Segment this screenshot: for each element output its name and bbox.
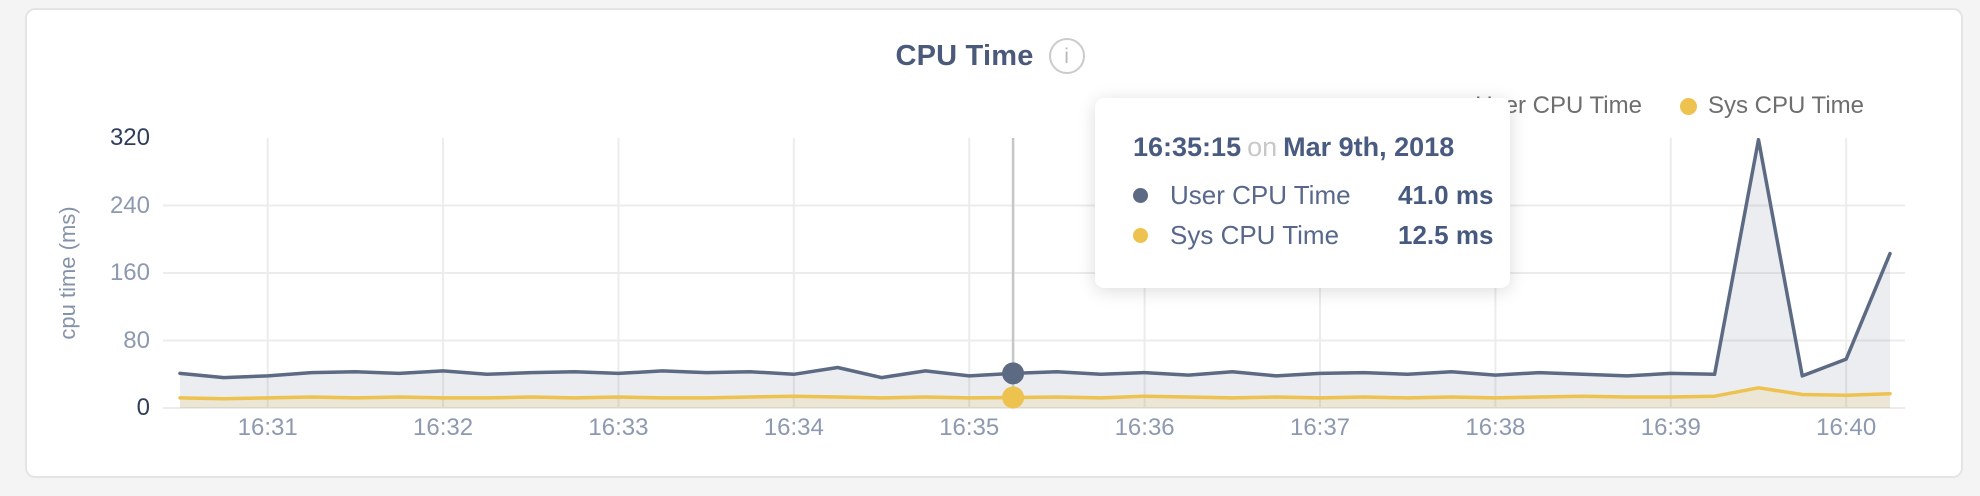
chart-title: CPU Time <box>895 39 1034 72</box>
area-user-cpu <box>180 139 1890 408</box>
tooltip-header: 16:35:15 on Mar 9th, 2018 <box>1133 132 1510 163</box>
line-sys-cpu <box>178 386 1892 401</box>
hover-marker-user <box>1002 362 1025 385</box>
tooltip-on-word: on <box>1247 132 1278 162</box>
tooltip-row-sys: Sys CPU Time 12.5 ms <box>1133 215 1510 255</box>
legend-label-sys: Sys CPU Time <box>1707 92 1864 119</box>
info-icon[interactable]: i <box>1048 38 1085 74</box>
legend-item-sys-cpu-time[interactable]: Sys CPU Time <box>1679 92 1864 120</box>
line-user-cpu <box>178 137 1892 380</box>
chart-tooltip: 16:35:15 on Mar 9th, 2018 User CPU Time 41… <box>1095 98 1510 288</box>
legend-dot-sys <box>1679 97 1697 115</box>
tooltip-date: Mar 9th, 2018 <box>1283 132 1455 162</box>
chart-header: CPU Time i <box>0 38 1980 74</box>
cpu-time-card <box>25 8 1963 478</box>
tooltip-row-user: User CPU Time 41.0 ms <box>1133 175 1510 215</box>
tooltip-label-user: User CPU Time <box>1170 179 1351 210</box>
tooltip-value-user: 41.0 ms <box>1398 179 1494 210</box>
info-icon-glyph: i <box>1064 44 1069 68</box>
tooltip-dot-user <box>1133 187 1148 203</box>
tooltip-time: 16:35:15 <box>1133 132 1242 162</box>
hover-marker-sys <box>1002 386 1025 409</box>
tooltip-label-sys: Sys CPU Time <box>1170 219 1340 250</box>
tooltip-dot-sys <box>1133 227 1148 243</box>
tooltip-value-sys: 12.5 ms <box>1398 219 1494 250</box>
